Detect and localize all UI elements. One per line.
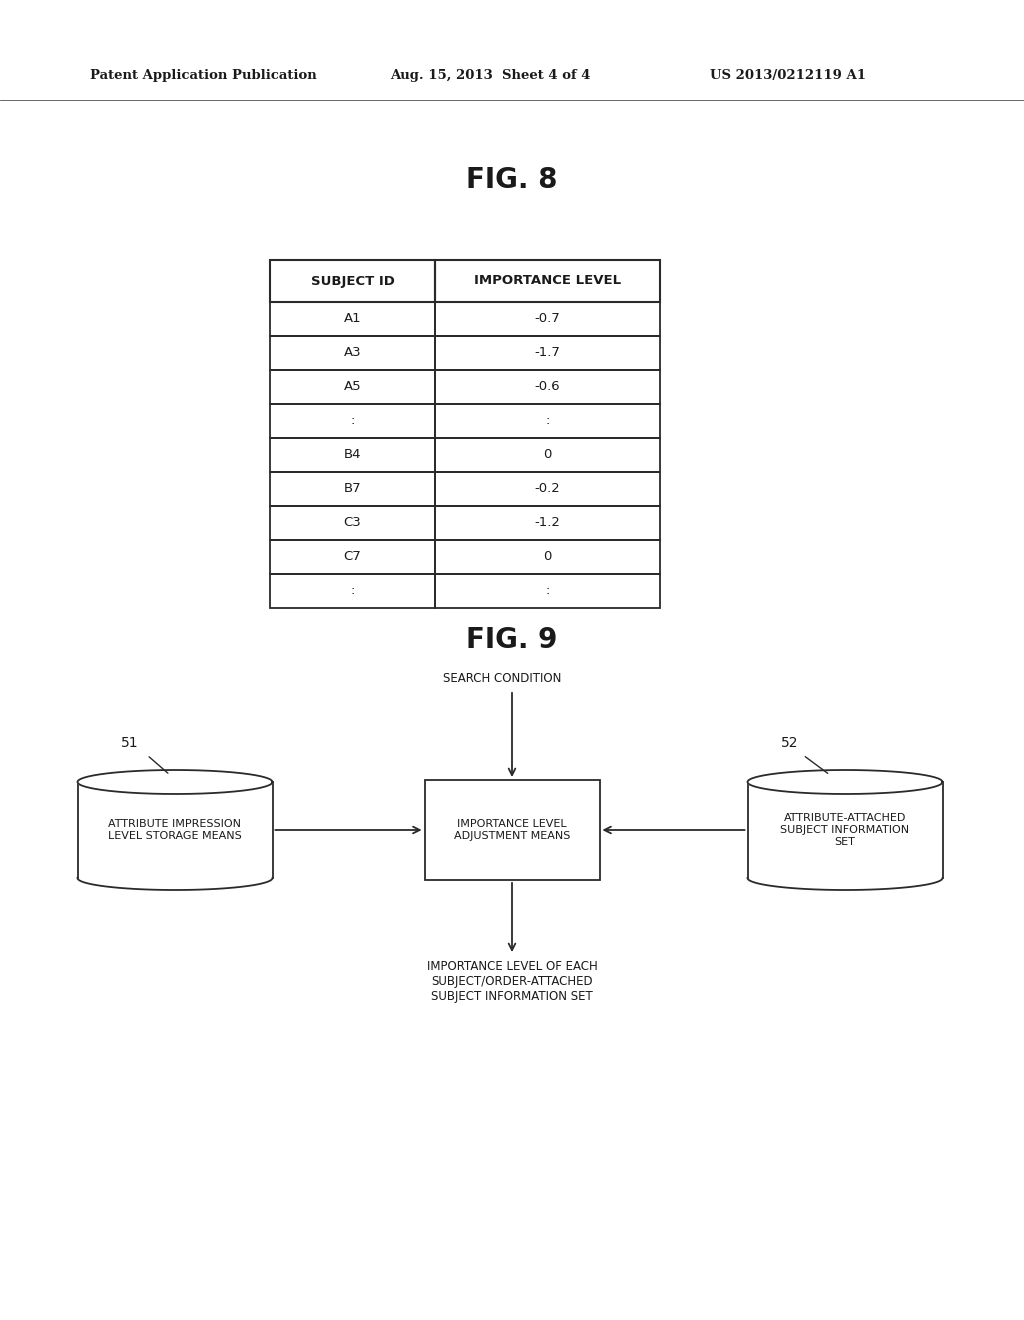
Bar [435,540,660,574]
Text: -0.7: -0.7 [535,313,560,326]
Bar [435,337,660,370]
Text: IMPORTANCE LEVEL
ADJUSTMENT MEANS: IMPORTANCE LEVEL ADJUSTMENT MEANS [454,820,570,841]
Bar [270,438,435,473]
Text: SEARCH CONDITION: SEARCH CONDITION [442,672,561,685]
Text: 0: 0 [544,550,552,564]
Text: -1.2: -1.2 [535,516,560,529]
Text: B4: B4 [344,449,361,462]
Bar [270,574,435,609]
Bar [435,438,660,473]
Text: 52: 52 [781,737,799,750]
Text: A1: A1 [344,313,361,326]
Bar [270,302,435,337]
Text: Aug. 15, 2013  Sheet 4 of 4: Aug. 15, 2013 Sheet 4 of 4 [390,69,591,82]
Text: :: : [546,414,550,428]
Text: :: : [350,585,354,598]
Bar [435,302,660,337]
Bar [270,540,435,574]
Text: Patent Application Publication: Patent Application Publication [90,69,316,82]
Bar [435,404,660,438]
Text: SUBJECT ID: SUBJECT ID [310,275,394,288]
Bar [270,337,435,370]
Text: :: : [546,585,550,598]
Text: ATTRIBUTE IMPRESSION
LEVEL STORAGE MEANS: ATTRIBUTE IMPRESSION LEVEL STORAGE MEANS [109,820,242,841]
Bar [270,370,435,404]
Polygon shape [748,770,942,795]
Bar [435,473,660,506]
Bar [270,404,435,438]
Text: FIG. 9: FIG. 9 [466,626,558,653]
Text: FIG. 8: FIG. 8 [466,166,558,194]
Text: IMPORTANCE LEVEL: IMPORTANCE LEVEL [474,275,622,288]
Text: -1.7: -1.7 [535,346,560,359]
Bar [425,780,599,880]
Bar [270,506,435,540]
Bar [270,260,435,302]
Text: A3: A3 [344,346,361,359]
Bar [435,370,660,404]
Text: :: : [350,414,354,428]
Text: -0.2: -0.2 [535,483,560,495]
Text: US 2013/0212119 A1: US 2013/0212119 A1 [710,69,866,82]
Text: C3: C3 [344,516,361,529]
Text: 51: 51 [121,737,139,750]
Bar [435,506,660,540]
Bar [435,260,660,302]
Text: -0.6: -0.6 [535,380,560,393]
Text: C7: C7 [344,550,361,564]
Bar [435,574,660,609]
Text: 0: 0 [544,449,552,462]
Bar [270,473,435,506]
Polygon shape [78,770,272,795]
Text: IMPORTANCE LEVEL OF EACH
SUBJECT/ORDER-ATTACHED
SUBJECT INFORMATION SET: IMPORTANCE LEVEL OF EACH SUBJECT/ORDER-A… [427,960,597,1003]
Text: B7: B7 [344,483,361,495]
Text: ATTRIBUTE-ATTACHED
SUBJECT INFORMATION
SET: ATTRIBUTE-ATTACHED SUBJECT INFORMATION S… [780,813,909,846]
Text: A5: A5 [344,380,361,393]
